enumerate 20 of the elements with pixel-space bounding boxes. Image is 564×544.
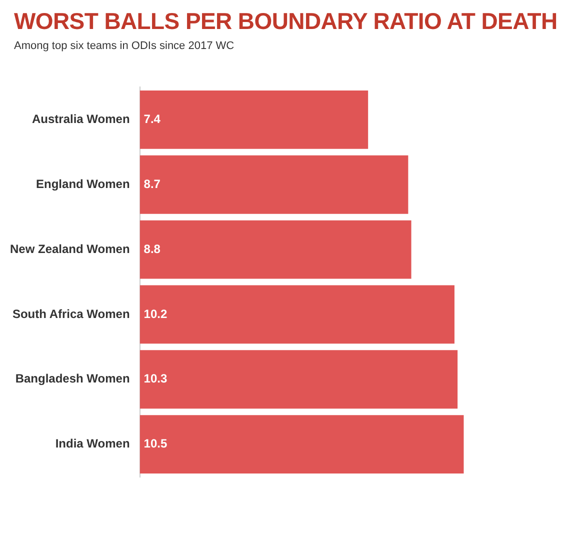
y-tick-label: New Zealand Women bbox=[10, 242, 130, 256]
chart-title: WORST BALLS PER BOUNDARY RATIO AT DEATH bbox=[14, 8, 558, 35]
data-label: 7.4 bbox=[144, 112, 161, 126]
data-label: 8.7 bbox=[144, 176, 161, 191]
bar bbox=[140, 155, 408, 214]
y-tick-label: Australia Women bbox=[32, 112, 130, 126]
bar bbox=[140, 285, 454, 344]
bar bbox=[140, 350, 458, 409]
y-tick-label: India Women bbox=[55, 436, 130, 451]
data-label: 10.3 bbox=[144, 372, 168, 386]
bar bbox=[140, 90, 368, 149]
data-label: 8.8 bbox=[144, 242, 161, 256]
y-tick-label: South Africa Women bbox=[12, 306, 130, 321]
data-label: 10.2 bbox=[144, 306, 168, 321]
y-tick-label: England Women bbox=[36, 176, 130, 191]
bar bbox=[140, 220, 412, 279]
y-tick-label: Bangladesh Women bbox=[15, 372, 130, 386]
chart-subtitle: Among top six teams in ODIs since 2017 WC bbox=[14, 40, 234, 52]
bar bbox=[140, 415, 464, 474]
data-label: 10.5 bbox=[144, 436, 168, 451]
